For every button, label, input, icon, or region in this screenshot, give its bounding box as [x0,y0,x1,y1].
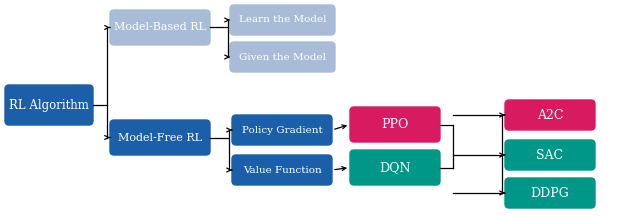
Text: Policy Gradient: Policy Gradient [242,126,323,135]
Text: RL Algorithm: RL Algorithm [9,99,89,111]
FancyBboxPatch shape [232,155,332,185]
FancyBboxPatch shape [505,178,595,208]
Text: Learn the Model: Learn the Model [239,15,326,24]
Text: Value Function: Value Function [243,165,321,174]
FancyBboxPatch shape [505,140,595,170]
Text: Given the Model: Given the Model [239,53,326,61]
Text: SAC: SAC [536,148,564,162]
FancyBboxPatch shape [230,5,335,35]
FancyBboxPatch shape [230,42,335,72]
FancyBboxPatch shape [350,107,440,142]
FancyBboxPatch shape [350,150,440,185]
Text: Model-Free RL: Model-Free RL [118,133,202,143]
Text: Model-Based RL: Model-Based RL [114,22,206,32]
FancyBboxPatch shape [110,120,210,155]
FancyBboxPatch shape [110,10,210,45]
FancyBboxPatch shape [5,85,93,125]
FancyBboxPatch shape [505,100,595,130]
Text: DDPG: DDPG [531,187,570,199]
FancyBboxPatch shape [232,115,332,145]
Text: A2C: A2C [537,109,563,121]
Text: DQN: DQN [380,161,411,174]
Text: PPO: PPO [381,118,409,131]
